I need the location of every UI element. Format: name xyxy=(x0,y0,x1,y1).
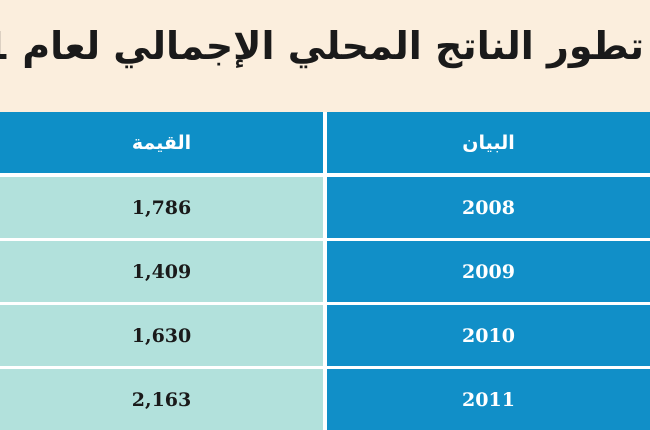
title: تطور الناتج المحلي الإجمالي لعام 2011م (… xyxy=(0,24,644,68)
year-cell: 2008 xyxy=(327,177,650,238)
title-band: تطور الناتج المحلي الإجمالي لعام 2011م (… xyxy=(0,0,650,112)
year-cell: 2009 xyxy=(327,241,650,302)
value-cell: 1,786 xyxy=(0,177,323,238)
table-row: 2010 1,630 xyxy=(0,305,650,366)
year-cell: 2010 xyxy=(327,305,650,366)
header-row: البيان القيمة xyxy=(0,112,650,173)
table-row: 2009 1,409 xyxy=(0,241,650,302)
table-row: 2011 2,163 xyxy=(0,369,650,430)
value-cell: 1,630 xyxy=(0,305,323,366)
year-cell: 2011 xyxy=(327,369,650,430)
value-cell: 1,409 xyxy=(0,241,323,302)
table-row: 2008 1,786 xyxy=(0,177,650,238)
value-cell: 2,163 xyxy=(0,369,323,430)
column-header: القيمة xyxy=(0,112,323,173)
column-header: البيان xyxy=(327,112,650,173)
